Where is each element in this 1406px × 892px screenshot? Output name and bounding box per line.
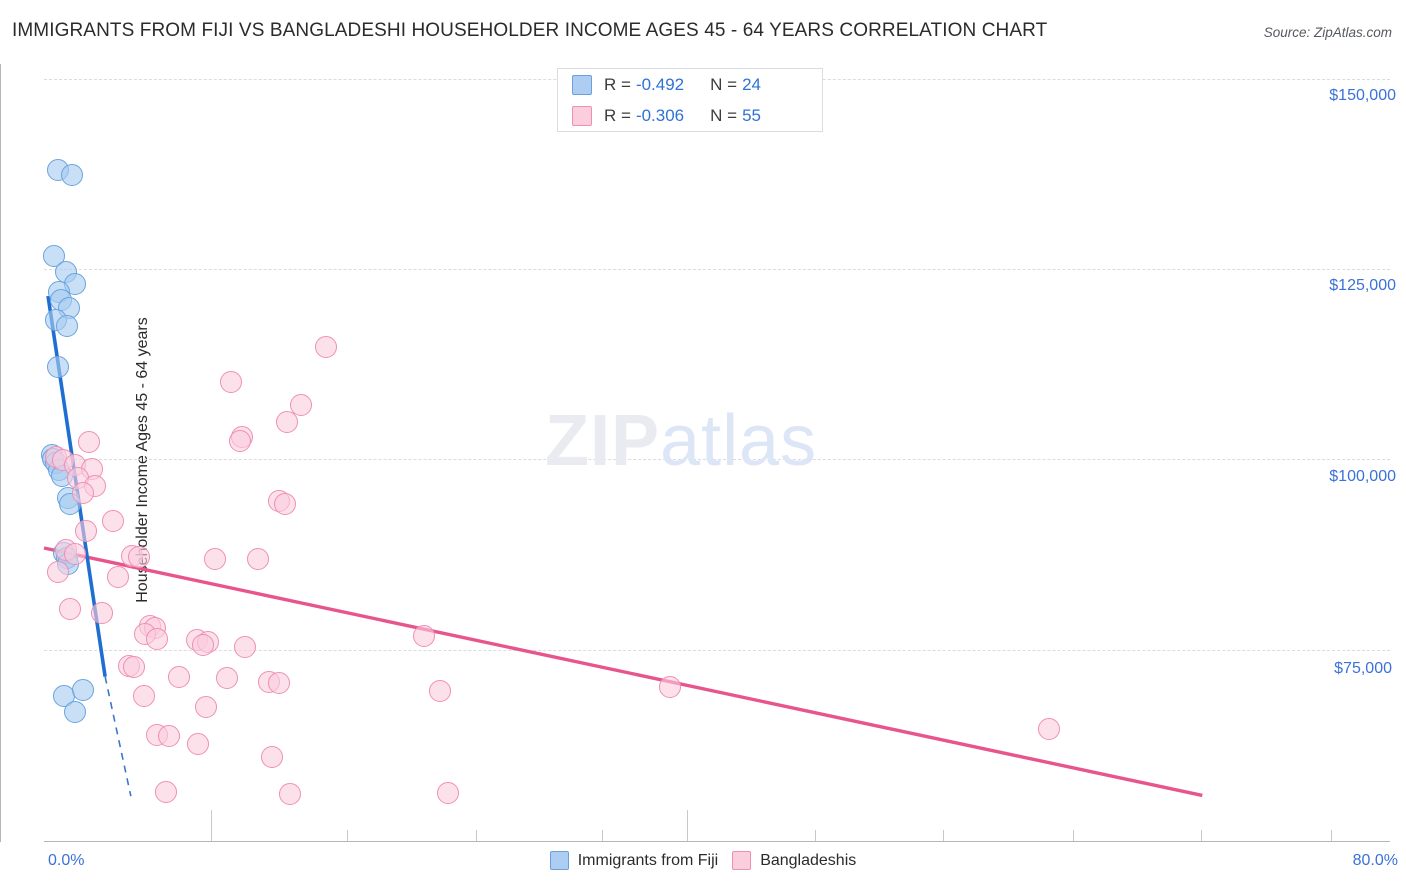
y-tick-label-75000: $75,000 — [1334, 660, 1392, 677]
correlation-stats-box: R = -0.492 N = 24 R = -0.306 N = 55 — [557, 68, 823, 132]
data-point-pink — [412, 624, 435, 647]
data-point-pink — [74, 520, 97, 543]
data-point-pink — [229, 429, 252, 452]
legend-swatch-blue-icon — [572, 74, 592, 95]
page-title: IMMIGRANTS FROM FIJI VS BANGLADESHI HOUS… — [12, 20, 1048, 41]
data-point-pink — [436, 782, 459, 805]
legend-swatch-pink-icon — [572, 105, 592, 126]
data-point-pink — [187, 732, 210, 755]
x-tick-40 — [602, 830, 603, 841]
data-point-pink — [132, 684, 155, 707]
x-axis-max-label: 80.0% — [1352, 852, 1398, 869]
r-label-bangladeshis: R = — [604, 105, 631, 125]
data-point-pink — [267, 671, 290, 694]
y-tick-label-125000: $125,000 — [1329, 277, 1396, 294]
data-point-pink — [195, 696, 218, 719]
source-label: Source: ZipAtlas.com — [1263, 25, 1392, 40]
x-tick-100 — [1331, 830, 1332, 841]
r-value-bangladeshis: -0.306 — [635, 105, 685, 125]
data-point-blue — [64, 701, 87, 724]
data-point-blue — [55, 315, 78, 338]
stats-row-bangladeshis: R = -0.306 N = 55 — [558, 100, 822, 131]
data-point-pink — [246, 547, 269, 570]
data-point-pink — [145, 627, 168, 650]
data-point-pink — [64, 543, 87, 566]
data-point-pink — [102, 509, 125, 532]
x-tick-70 — [943, 830, 944, 841]
r-value-fiji: -0.492 — [635, 74, 685, 94]
blue-trendline-extension — [104, 676, 132, 797]
data-point-pink — [107, 565, 129, 588]
y-tick-label-150000: $150,000 — [1329, 87, 1396, 104]
series-legend: Immigrants from Fiji Bangladeshis — [0, 851, 1406, 870]
x-tick-60 — [815, 830, 816, 841]
x-tick-50 — [687, 810, 688, 841]
data-point-pink — [192, 634, 215, 657]
legend-marker-blue-icon — [549, 851, 569, 870]
data-point-pink — [203, 548, 226, 571]
data-point-pink — [155, 781, 178, 804]
trendlines — [43, 295, 1203, 798]
data-point-pink — [216, 667, 239, 690]
data-point-pink — [275, 411, 298, 434]
stats-row-fiji: R = -0.492 N = 24 — [558, 69, 822, 100]
r-label-fiji: R = — [604, 74, 631, 94]
data-point-blue — [61, 163, 84, 186]
data-point-pink — [90, 601, 113, 624]
data-point-pink — [279, 782, 302, 805]
data-point-pink — [58, 597, 81, 620]
n-label-fiji: N = — [710, 74, 738, 94]
data-point-pink — [261, 746, 284, 769]
x-tick-30 — [476, 830, 477, 841]
legend-marker-pink-icon — [732, 851, 752, 870]
data-point-pink — [658, 676, 681, 699]
data-point-pink — [1038, 718, 1061, 741]
data-point-blue — [47, 355, 70, 378]
data-point-pink — [78, 431, 101, 454]
data-point-pink — [274, 492, 297, 515]
plot-area: ZIPatlas — [40, 64, 1390, 841]
legend-item-fiji[interactable]: Immigrants from Fiji — [549, 851, 719, 870]
data-point-blue — [71, 679, 94, 702]
y-axis-line — [0, 64, 1, 842]
n-value-bangladeshis: 55 — [742, 105, 761, 125]
gridline-125000 — [44, 269, 1390, 270]
data-point-pink — [127, 546, 150, 569]
x-axis-line — [44, 841, 1390, 842]
x-axis-min-label: 0.0% — [48, 852, 85, 869]
data-point-pink — [234, 635, 257, 658]
data-point-pink — [158, 725, 181, 748]
pink-trendline — [43, 546, 1203, 798]
x-tick-20 — [347, 830, 348, 841]
gridline-100000 — [44, 459, 1390, 460]
data-point-pink — [219, 371, 242, 393]
n-label-bangladeshis: N = — [710, 105, 738, 125]
n-value-fiji: 24 — [742, 74, 761, 94]
data-point-pink — [123, 655, 146, 678]
data-point-pink — [290, 393, 313, 416]
legend-label-bangladeshis: Bangladeshis — [760, 851, 857, 869]
x-tick-10 — [211, 810, 212, 841]
y-tick-label-100000: $100,000 — [1329, 468, 1396, 485]
data-point-pink — [428, 680, 451, 703]
data-point-pink — [168, 665, 191, 688]
data-point-pink — [72, 482, 95, 505]
data-point-blue — [42, 244, 65, 267]
data-point-pink — [314, 335, 337, 358]
data-point-pink — [47, 560, 70, 583]
x-tick-80 — [1073, 830, 1074, 841]
legend-label-fiji: Immigrants from Fiji — [577, 851, 719, 869]
y-axis-title-wrap: Householder Income Ages 45 - 64 years — [8, 270, 151, 650]
x-tick-90 — [1201, 830, 1202, 841]
gridline-75000 — [44, 650, 1390, 651]
legend-item-bangladeshis[interactable]: Bangladeshis — [732, 851, 856, 870]
